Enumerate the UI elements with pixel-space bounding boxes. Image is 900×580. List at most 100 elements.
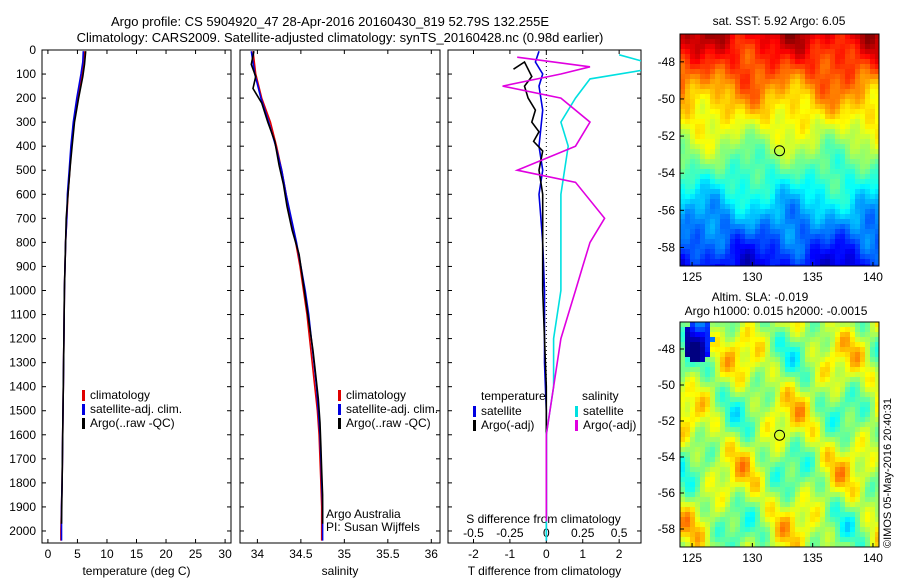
map-cell [835, 437, 841, 443]
map-cell [750, 89, 756, 95]
map-cell [725, 104, 731, 110]
map-cell [745, 492, 751, 498]
map-cell [715, 487, 721, 493]
map-cell [845, 487, 851, 493]
map-cell [720, 154, 726, 160]
map-cell [815, 462, 821, 468]
map-cell [770, 64, 776, 70]
map-cell [840, 422, 846, 428]
map-cell [775, 264, 781, 266]
map-cell [750, 472, 756, 478]
map-cell [810, 234, 816, 240]
map-cell [745, 244, 751, 250]
map-cell [710, 194, 716, 200]
map-cell [850, 467, 856, 473]
map-cell [775, 104, 781, 110]
map-cell [745, 69, 751, 75]
map-cell [780, 149, 786, 155]
map-cell [690, 542, 696, 547]
map-cell [790, 462, 796, 468]
map-cell [720, 134, 726, 140]
map-cell [780, 209, 786, 215]
map-cell [840, 124, 846, 130]
map-cell [860, 412, 866, 418]
map-cell [755, 372, 761, 378]
map-cell [780, 259, 786, 265]
map-cell [755, 522, 761, 528]
map-cell [760, 372, 766, 378]
map-cell [725, 209, 731, 215]
map-cell [780, 59, 786, 65]
map-cell [680, 447, 686, 453]
map-cell [745, 532, 751, 538]
map-cell [795, 507, 801, 513]
map-cell [850, 49, 856, 55]
map-cell [705, 407, 711, 413]
map-cell [820, 422, 826, 428]
map-cell [835, 512, 841, 518]
map-cell [870, 512, 876, 518]
map-cell [815, 327, 821, 333]
map-cell [810, 527, 816, 533]
map-cell [695, 402, 701, 408]
map-cell [745, 149, 751, 155]
map-cell [720, 79, 726, 85]
map-cell [795, 209, 801, 215]
map-cell [850, 114, 856, 120]
map-cell [700, 79, 706, 85]
map-cell [820, 134, 826, 140]
x-axis-label: T difference from climatology [468, 564, 622, 578]
map-cell [795, 407, 801, 413]
map-cell [680, 204, 686, 210]
map-cell [720, 457, 726, 463]
map-cell [725, 119, 731, 125]
map-cell [775, 99, 781, 105]
map-cell [725, 134, 731, 140]
map-cell [755, 259, 761, 265]
map-cell [785, 254, 791, 260]
map-cell [690, 219, 696, 225]
map-cell [865, 194, 871, 200]
map-cell [720, 337, 726, 343]
map-cell [720, 487, 726, 493]
map-cell [730, 342, 736, 348]
map-cell [755, 174, 761, 180]
map-cell [680, 542, 686, 547]
x-tick-label: 135 [803, 551, 823, 565]
map-cell [840, 79, 846, 85]
map-cell [820, 119, 826, 125]
map-cell [680, 437, 686, 443]
map-cell [745, 239, 751, 245]
map-cell [870, 39, 876, 45]
map-cell [850, 44, 856, 50]
map-cell [715, 249, 721, 255]
map-cell [770, 452, 776, 458]
map-cell [770, 432, 776, 438]
map-cell [755, 397, 761, 403]
map-cell [805, 357, 811, 363]
map-cell [805, 387, 811, 393]
map-cell [780, 357, 786, 363]
map-cell [715, 347, 721, 353]
map-cell [705, 114, 711, 120]
map-cell [735, 179, 741, 185]
map-cell [800, 507, 806, 513]
map-cell [795, 104, 801, 110]
map-cell [745, 412, 751, 418]
map-cell [775, 249, 781, 255]
map-cell [805, 64, 811, 70]
map-cell [725, 59, 731, 65]
map-cell [765, 99, 771, 105]
map-cell [770, 512, 776, 518]
map-cell [725, 39, 731, 45]
map-cell [825, 417, 831, 423]
map-cell [740, 502, 746, 508]
map-cell [715, 482, 721, 488]
map-cell [765, 109, 771, 115]
map-cell [875, 332, 879, 338]
map-cell [720, 502, 726, 508]
map-cell [745, 397, 751, 403]
map-cell [710, 432, 716, 438]
map-cell [850, 457, 856, 463]
map-cell [805, 342, 811, 348]
